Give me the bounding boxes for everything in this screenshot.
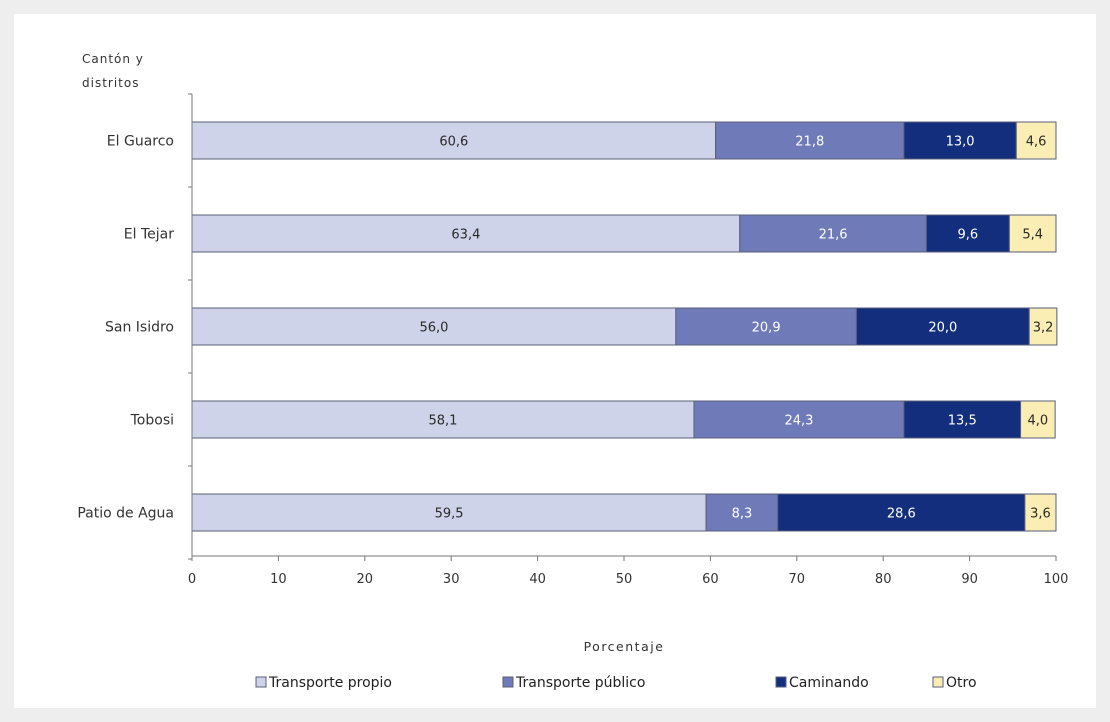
stacked-bar-chart: Cantón y distritos Porcentaje 60,6 21,8 13…: [77, 52, 1069, 691]
data-label: 4,0: [1028, 414, 1049, 429]
x-tick-label: 30: [443, 572, 460, 587]
bar-segment: [715, 121, 905, 160]
bar-segment: [693, 400, 905, 439]
x-tick-label: 90: [961, 572, 978, 587]
legend-label: Transporte propio: [268, 675, 392, 691]
x-tick-label: 10: [270, 572, 287, 587]
data-label: 8,3: [732, 507, 753, 522]
legend-swatch: [775, 676, 787, 688]
bar-segment: [777, 493, 1026, 532]
data-label: 3,6: [1030, 507, 1051, 522]
bar-segment: [705, 493, 779, 532]
data-label: 28,6: [887, 507, 916, 522]
legend-swatch: [932, 676, 944, 688]
data-label: 58,1: [429, 414, 458, 429]
bar-segment: [903, 121, 1017, 160]
bar-segment: [1028, 307, 1058, 346]
category-label: Tobosi: [130, 413, 174, 429]
bar-segment: [1020, 400, 1056, 439]
bar-segment: [1015, 121, 1057, 160]
bar-segment: [191, 121, 717, 160]
y-axis-title-line-2: distritos: [82, 76, 139, 90]
bar-segment: [191, 214, 741, 253]
x-tick-label: 40: [529, 572, 546, 587]
legend-label: Otro: [946, 675, 977, 691]
data-label: 24,3: [784, 414, 813, 429]
x-tick-label: 0: [188, 572, 196, 587]
data-label: 60,6: [439, 135, 468, 150]
legend: Transporte propio Transporte público Camin…: [255, 675, 977, 691]
data-label: 5,4: [1022, 228, 1043, 243]
x-tick-label: 60: [702, 572, 719, 587]
bar-segment: [675, 307, 857, 346]
x-axis-title: Porcentaje: [584, 639, 665, 654]
data-label: 63,4: [451, 228, 480, 243]
data-label: 13,0: [946, 135, 975, 150]
category-label: El Tejar: [124, 227, 174, 243]
category-label: San Isidro: [105, 320, 174, 336]
data-label: 21,6: [819, 228, 848, 243]
y-axis-title-line-1: Cantón y: [82, 52, 144, 66]
category-label: El Guarco: [107, 134, 174, 150]
data-label: 59,5: [435, 507, 464, 522]
bar-segment: [1024, 493, 1057, 532]
legend-swatch: [255, 676, 267, 688]
legend-label: Transporte público: [515, 675, 645, 691]
bar-segment: [1008, 214, 1057, 253]
data-label: 3,2: [1033, 321, 1054, 336]
bar-segment: [925, 214, 1010, 253]
axes-group: El Guarco El Tejar San Isidro Tobosi Patio d…: [77, 93, 1069, 587]
x-tick-label: 100: [1044, 572, 1069, 587]
chart-panel: Cantón y distritos Porcentaje 60,6 21,8 13…: [14, 14, 1096, 708]
bar-segment: [191, 400, 695, 439]
x-tick-label: 20: [357, 572, 374, 587]
bar-segment: [739, 214, 927, 253]
data-label: 20,0: [928, 321, 957, 336]
data-label: 9,6: [958, 228, 979, 243]
data-label: 56,0: [419, 321, 448, 336]
x-tick-label: 70: [789, 572, 806, 587]
legend-swatch: [502, 676, 514, 688]
x-tick-label: 50: [616, 572, 633, 587]
data-label: 20,9: [752, 321, 781, 336]
data-label: 13,5: [948, 414, 977, 429]
x-tick-label: 80: [875, 572, 892, 587]
data-label: 21,8: [795, 135, 824, 150]
data-label: 4,6: [1026, 135, 1047, 150]
legend-label: Caminando: [789, 675, 869, 691]
category-label: Patio de Agua: [77, 506, 174, 522]
bars-group: 60,6 21,8 13,0 4,6 63,4 21,6 9,6 5,4 56,0 20,9 20,…: [191, 121, 1058, 532]
